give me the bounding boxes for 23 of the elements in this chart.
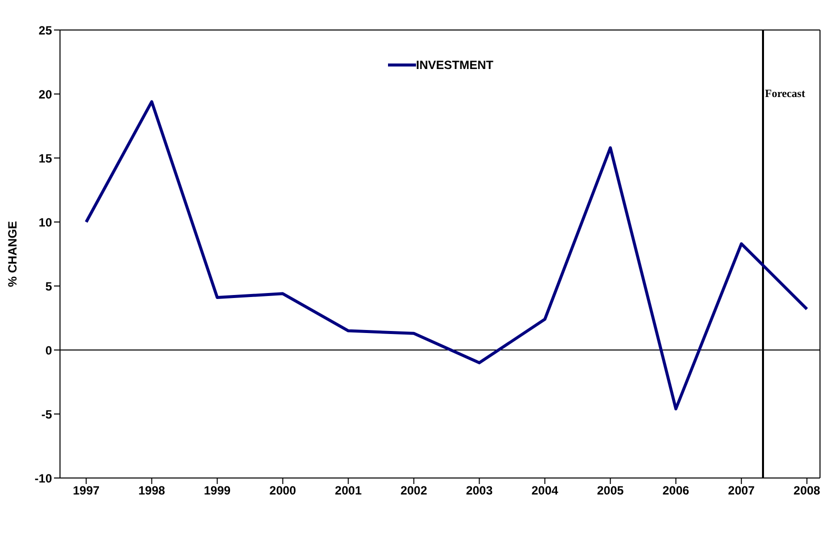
x-tick-label: 2001 [334,484,362,498]
x-tick-label: 2003 [466,484,493,498]
y-tick-label: 20 [38,87,52,102]
y-tick-label: 25 [38,23,52,38]
x-tick-label: 1998 [138,484,166,498]
ref-line-label: Forecast [765,88,806,100]
x-tick-label: 2006 [662,484,690,498]
x-tick-label: 1997 [72,484,100,498]
x-tick-label: 2002 [400,484,428,498]
y-tick-label: 10 [38,215,52,230]
y-tick-label: -5 [41,407,52,422]
x-tick-label: 2005 [596,484,624,498]
x-tick-label: 2008 [794,484,821,498]
y-tick-label: -10 [34,471,52,486]
x-tick-label: 2000 [269,484,296,498]
x-tick-label: 2004 [531,484,558,498]
y-axis-title: % CHANGE [5,220,20,288]
x-tick-label: 2007 [728,484,756,498]
y-tick-label: 0 [45,343,52,358]
legend-label: INVESTMENT [416,58,494,72]
y-tick-label: 15 [38,151,52,166]
y-tick-label: 5 [45,279,52,294]
x-tick-label: 1999 [204,484,231,498]
